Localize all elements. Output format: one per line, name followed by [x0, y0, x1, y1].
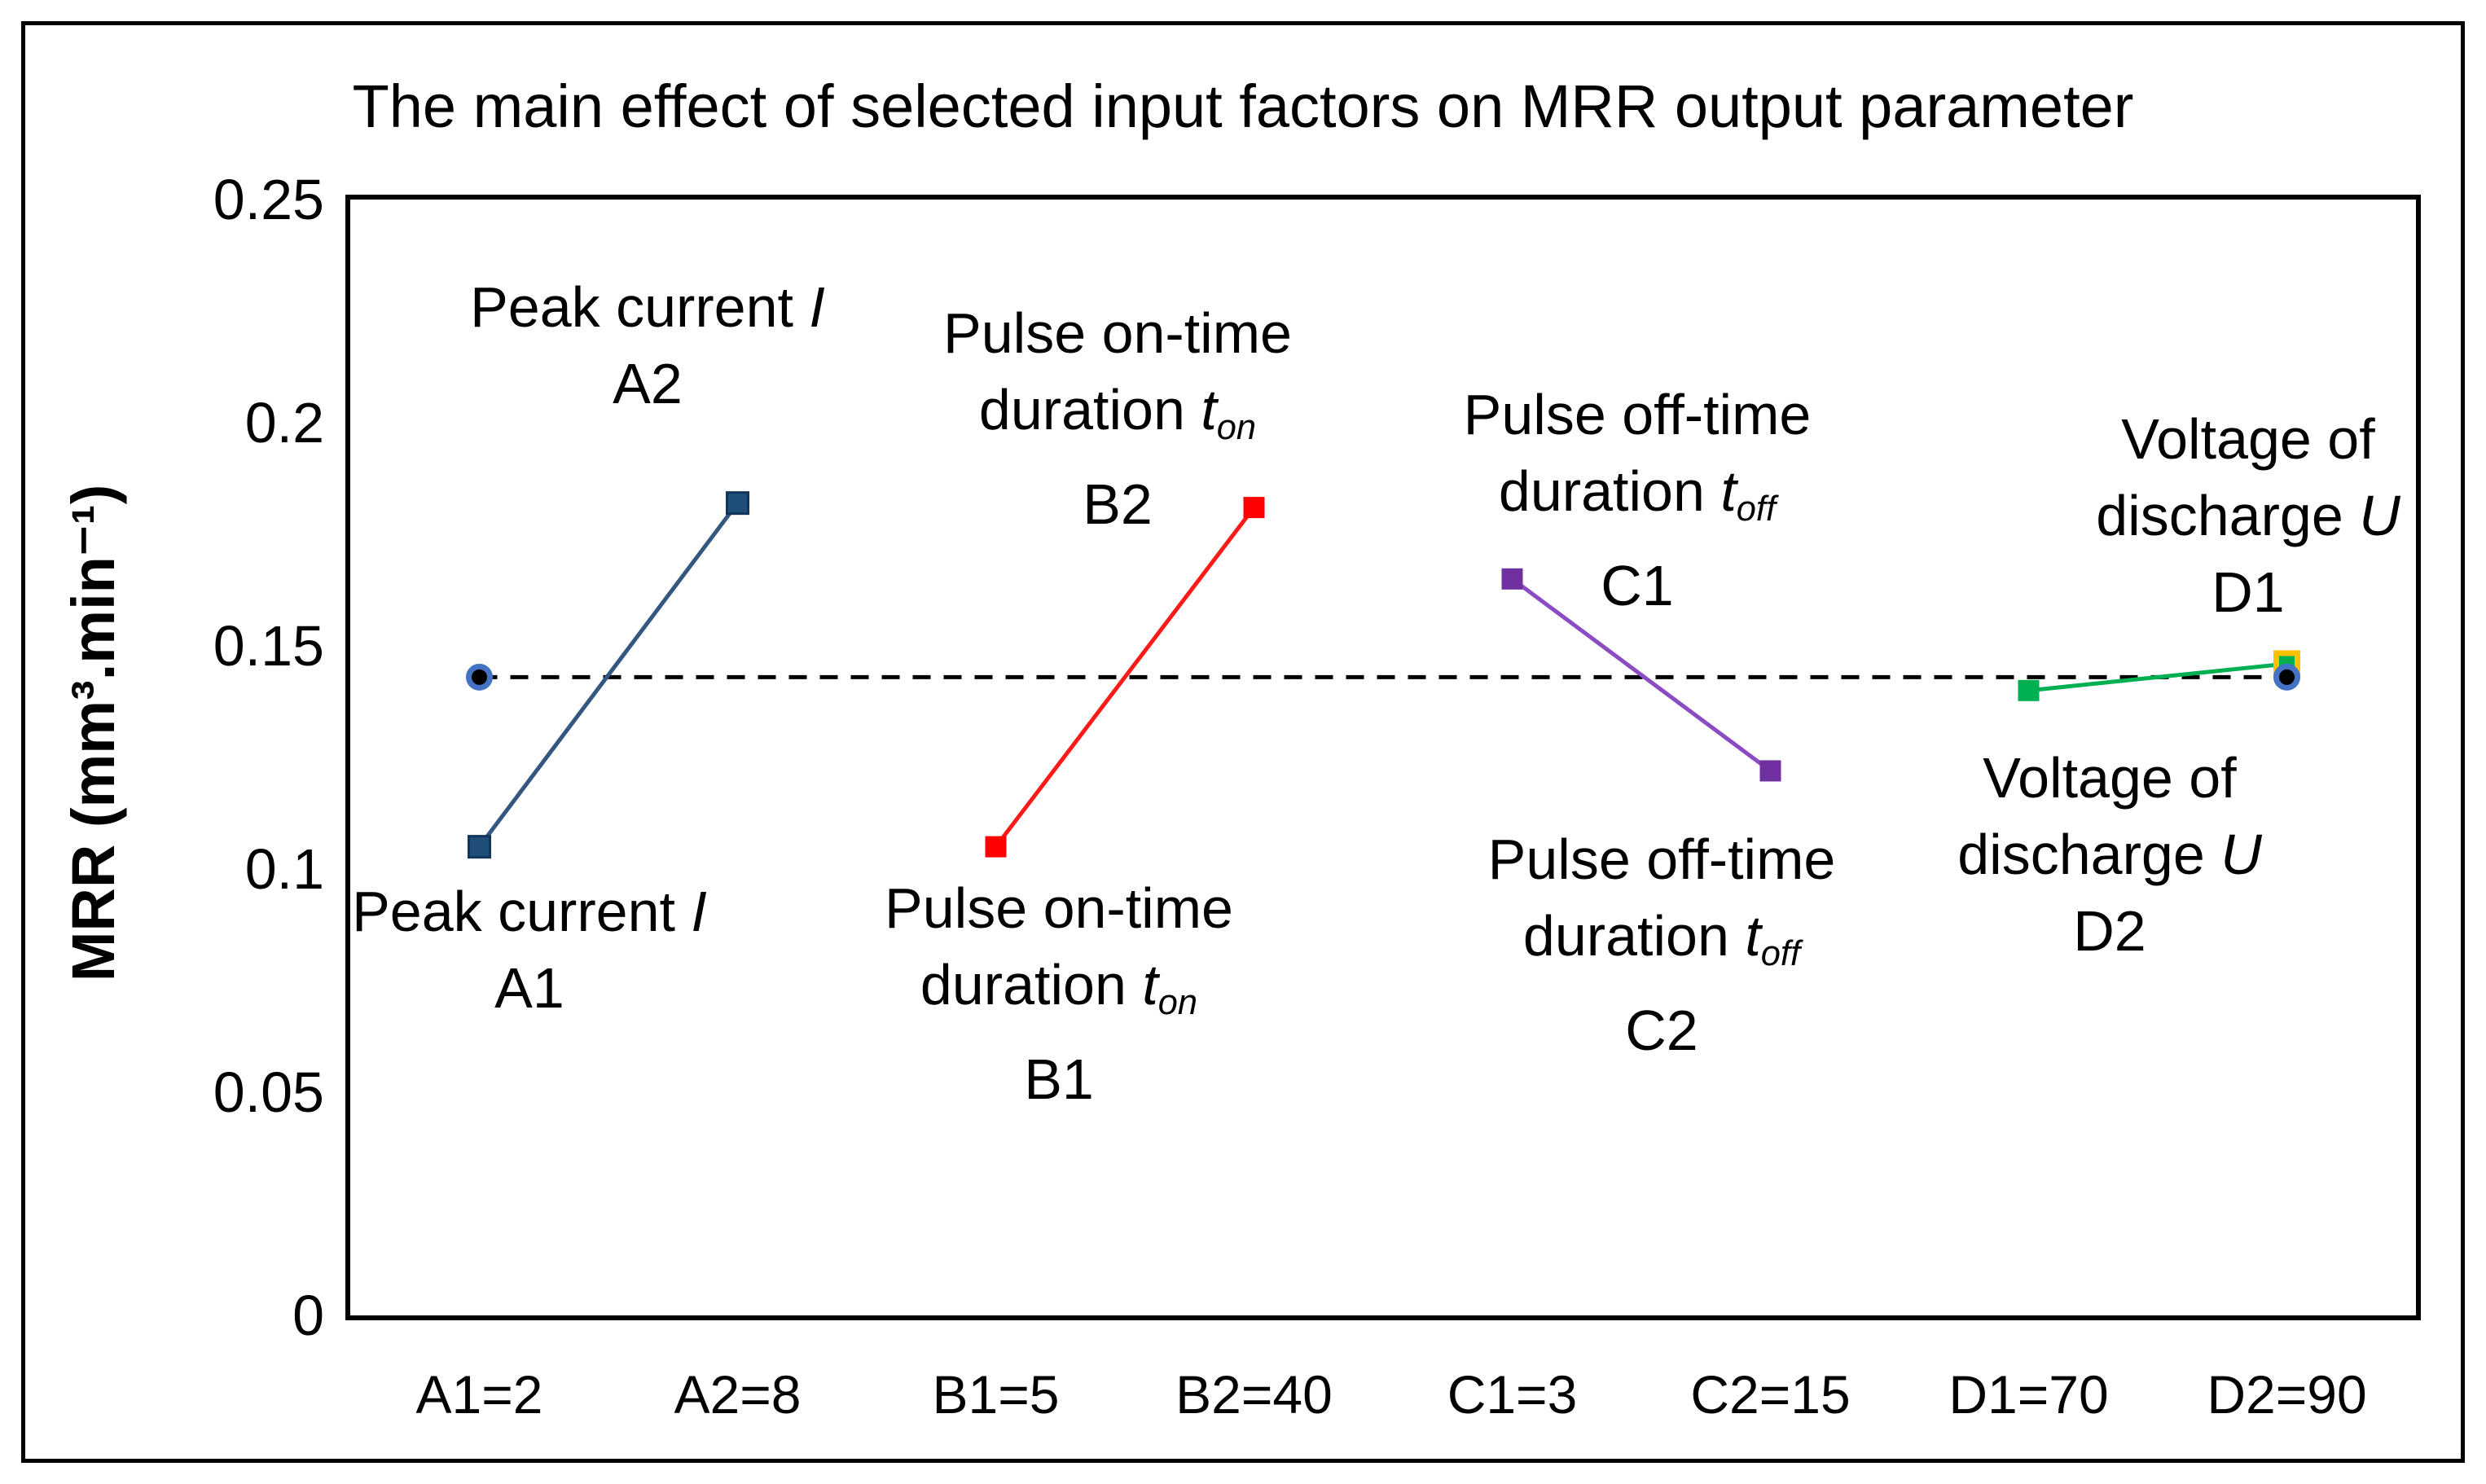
- annotation: Pulse on-time duration ton B1: [885, 876, 1233, 1112]
- series-line: [477, 502, 740, 849]
- y-tick-label: 0.15: [213, 614, 324, 678]
- x-category-label: C2=15: [1690, 1364, 1851, 1425]
- x-category-label: A1=2: [415, 1364, 543, 1425]
- series-marker: [726, 491, 749, 516]
- series-marker: [468, 835, 491, 859]
- series-marker: [1501, 568, 1523, 590]
- series-line: [2028, 661, 2287, 693]
- annotation: Voltage of discharge U D1: [2096, 407, 2400, 624]
- annotation: Peak current I A1: [352, 880, 707, 1020]
- series-marker: [1243, 497, 1265, 519]
- y-axis-title: MRR (mm³.min⁻¹): [59, 484, 127, 982]
- series-line: [1511, 577, 1772, 773]
- mean-endpoint-marker: [2273, 663, 2300, 691]
- series-line: [994, 506, 1256, 849]
- x-category-label: D1=70: [1948, 1364, 2109, 1425]
- annotation: Pulse on-time duration ton B2: [943, 301, 1292, 537]
- outer-border: [21, 21, 2465, 1463]
- plot-svg: [466, 491, 2300, 859]
- x-category-label: B2=40: [1175, 1364, 1333, 1425]
- x-category-label: B1=5: [932, 1364, 1060, 1425]
- x-category-label: C1=3: [1447, 1364, 1578, 1425]
- mean-endpoint-marker: [466, 663, 493, 691]
- annotation: Peak current I A2: [470, 275, 825, 415]
- y-tick-label: 0.05: [213, 1060, 324, 1124]
- x-category-label: A2=8: [674, 1364, 802, 1425]
- y-tick-label: 0.1: [244, 837, 324, 901]
- chart-title: The main effect of selected input factor…: [352, 72, 2134, 140]
- y-tick-label: 0: [292, 1284, 324, 1347]
- series-marker: [2018, 679, 2040, 701]
- y-tick-label: 0.25: [213, 168, 324, 231]
- x-category-label: D2=90: [2207, 1364, 2367, 1425]
- y-tick-label: 0.2: [244, 391, 324, 454]
- annotation: Pulse off-time duration toff C2: [1487, 828, 1836, 1063]
- annotation: Pulse off-time duration toff C1: [1463, 383, 1812, 618]
- series-marker: [985, 836, 1007, 858]
- series-marker: [1759, 760, 1781, 782]
- annotation: Voltage of discharge U D2: [1957, 746, 2262, 963]
- plot-area: [345, 195, 2421, 1320]
